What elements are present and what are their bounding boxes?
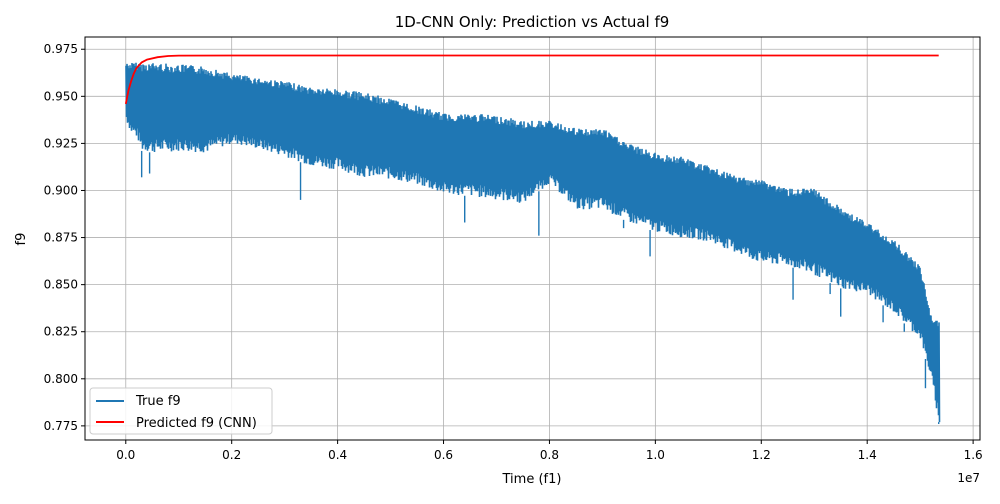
x-tick-label: 0.8 [540, 448, 559, 462]
y-axis-label: f9 [14, 233, 29, 246]
series-predicted-f9-line [124, 54, 939, 105]
series-layer [124, 54, 941, 424]
chart-title: 1D-CNN Only: Prediction vs Actual f9 [395, 13, 670, 31]
legend-box [89, 387, 273, 435]
x-tick-label: 0.6 [434, 448, 453, 462]
y-tick-label: 0.950 [44, 89, 78, 103]
x-axis-label: Time (f1) [502, 472, 562, 487]
x-tick-label: 0.4 [328, 448, 347, 462]
x-tick-label: 1.6 [964, 448, 983, 462]
y-tick-label: 0.875 [44, 231, 78, 245]
x-tick-label: 0.0 [116, 448, 135, 462]
y-tick-label: 0.825 [44, 325, 78, 339]
x-tick-label: 1.0 [646, 448, 665, 462]
legend-label-predicted: Predicted f9 (CNN) [136, 416, 257, 431]
y-tick-label: 0.925 [44, 136, 78, 150]
legend: True f9 Predicted f9 (CNN) [89, 387, 273, 435]
x-tick-label: 1.4 [858, 448, 877, 462]
series-true-f9-line [125, 62, 941, 423]
x-tick-label: 1.2 [752, 448, 771, 462]
y-axis: 0.775 0.800 0.825 0.850 0.875 0.900 0.925 0.950… [44, 42, 85, 433]
x-axis-offset-label: 1e7 [957, 471, 980, 485]
legend-label-true: True f9 [135, 394, 181, 409]
y-tick-label: 0.775 [44, 419, 78, 433]
y-tick-label: 0.850 [44, 278, 78, 292]
x-tick-label: 0.2 [222, 448, 241, 462]
plot-frame [84, 36, 981, 441]
y-tick-label: 0.975 [44, 42, 78, 56]
y-tick-label: 0.900 [44, 183, 78, 197]
x-axis: 0.0 0.2 0.4 0.6 0.8 1.0 1.2 1.4 1.6 [116, 440, 983, 462]
y-tick-label: 0.800 [44, 372, 78, 386]
